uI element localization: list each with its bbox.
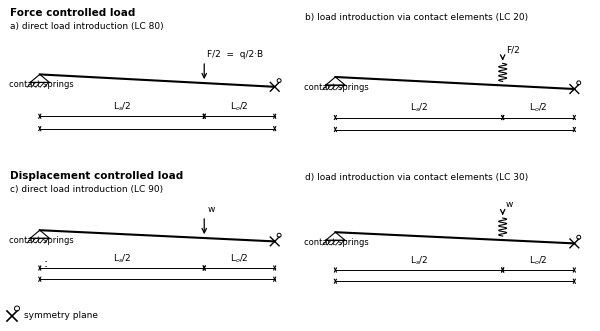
Text: d) load introduction via contact elements (LC 30): d) load introduction via contact element…: [305, 173, 528, 182]
Text: L$_s$/2: L$_s$/2: [410, 255, 428, 267]
Text: L$_s$/2: L$_s$/2: [410, 102, 428, 115]
Text: a) direct load introduction (LC 80): a) direct load introduction (LC 80): [10, 22, 164, 31]
Text: F/2: F/2: [506, 45, 520, 54]
Text: L$_s$/2: L$_s$/2: [113, 253, 131, 265]
Text: F/2  =  q/2·B: F/2 = q/2·B: [207, 50, 263, 59]
Text: symmetry plane: symmetry plane: [24, 311, 98, 320]
Text: contact springs: contact springs: [304, 83, 369, 92]
Text: L$_o$/2: L$_o$/2: [529, 255, 548, 267]
Text: contact springs: contact springs: [9, 236, 74, 245]
Text: :: :: [43, 257, 48, 270]
Text: w: w: [506, 200, 513, 209]
Text: w: w: [207, 205, 215, 214]
Text: contact springs: contact springs: [304, 238, 369, 247]
Text: L$_s$/2: L$_s$/2: [113, 101, 131, 113]
Text: Displacement controlled load: Displacement controlled load: [10, 171, 183, 181]
Text: L$_o$/2: L$_o$/2: [230, 253, 249, 265]
Text: b) load introduction via contact elements (LC 20): b) load introduction via contact element…: [305, 13, 528, 22]
Text: c) direct load introduction (LC 90): c) direct load introduction (LC 90): [10, 185, 163, 194]
Text: L$_o$/2: L$_o$/2: [529, 102, 548, 115]
Text: L$_o$/2: L$_o$/2: [230, 101, 249, 113]
Text: contact springs: contact springs: [9, 80, 74, 89]
Text: Force controlled load: Force controlled load: [10, 8, 136, 18]
